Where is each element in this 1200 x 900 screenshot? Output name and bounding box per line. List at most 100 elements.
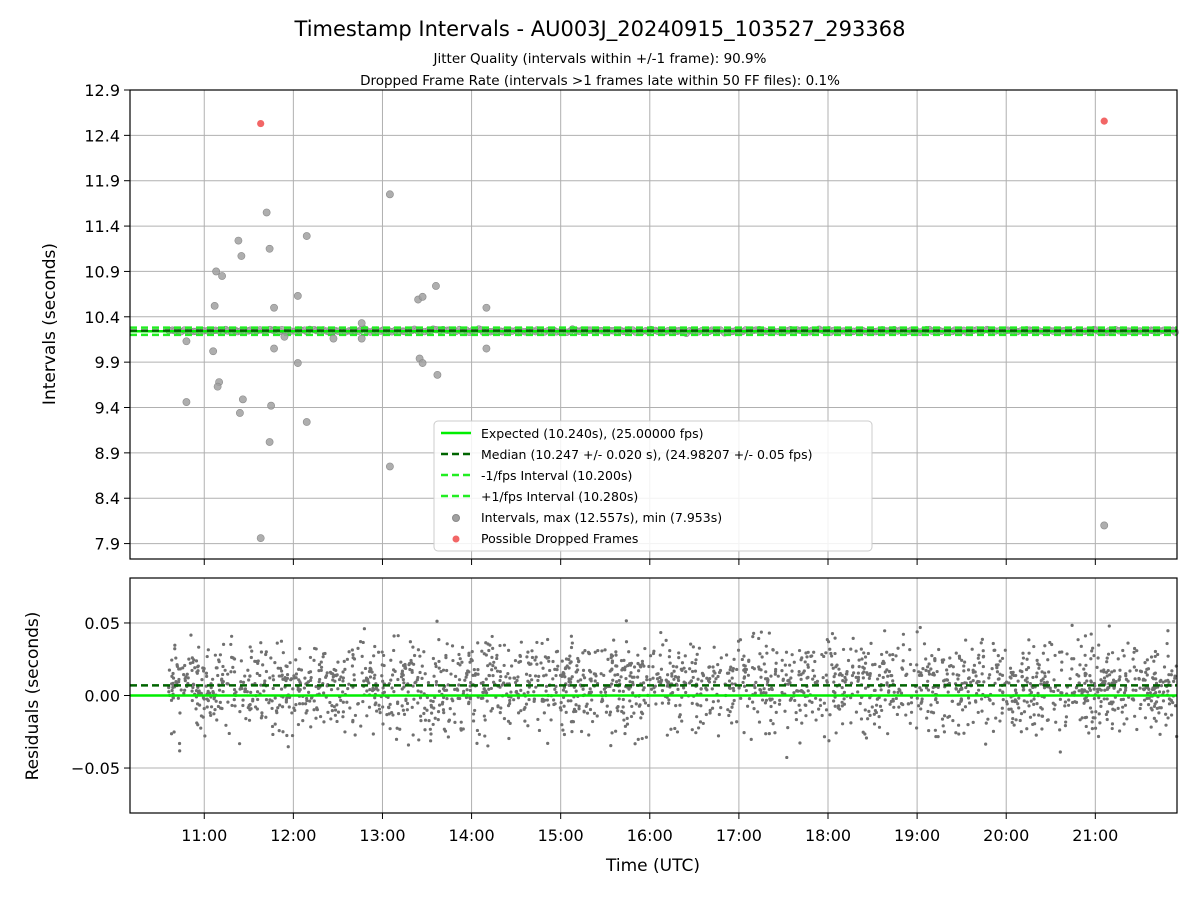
residual-point [551, 677, 555, 681]
residual-point [869, 641, 873, 646]
residual-point [966, 696, 971, 700]
residual-point [1032, 697, 1036, 701]
residual-point [684, 690, 688, 695]
residual-point [268, 676, 272, 680]
residual-point [623, 724, 628, 728]
residual-point [308, 655, 313, 660]
residual-point [743, 670, 747, 674]
residual-point [751, 700, 755, 704]
residual-point [671, 664, 675, 668]
residual-point [582, 676, 587, 680]
residual-point [553, 667, 557, 671]
residual-point [546, 637, 550, 642]
x-tick-label: 14:00 [449, 826, 495, 845]
residual-point [1135, 649, 1139, 653]
residual-point [746, 704, 750, 708]
residual-point [1042, 686, 1047, 690]
interval-outlier-point [237, 252, 246, 260]
residual-point [1084, 715, 1089, 719]
residual-point [171, 685, 175, 690]
residual-point [224, 723, 228, 727]
residual-point [831, 666, 835, 670]
residual-point [406, 743, 411, 747]
residual-point [865, 672, 870, 676]
residual-point [487, 687, 491, 691]
residual-point [279, 674, 284, 678]
residual-point [966, 690, 970, 694]
residual-point [345, 700, 349, 704]
residual-point [696, 677, 700, 681]
residual-point [1016, 679, 1020, 683]
residual-point [518, 653, 522, 658]
residual-point [583, 649, 587, 653]
residual-point [1116, 706, 1120, 710]
residual-point [280, 669, 284, 673]
residuals-y-label: Residuals (seconds) [23, 612, 43, 781]
residual-point [1172, 679, 1176, 683]
residual-point [468, 688, 472, 692]
residual-point [676, 678, 681, 683]
residual-point [1158, 732, 1162, 736]
residual-point [667, 698, 671, 702]
residual-point [364, 676, 369, 680]
residual-point [314, 716, 318, 720]
residual-point [182, 691, 186, 695]
residual-point [1077, 674, 1081, 678]
residual-point [1166, 689, 1170, 693]
residual-point [1082, 688, 1086, 692]
residual-point [588, 687, 592, 691]
residual-point [1096, 734, 1101, 739]
residual-point [552, 698, 556, 702]
residual-point [465, 673, 469, 677]
residual-point [259, 641, 263, 645]
residual-point [617, 689, 622, 693]
residual-point [1034, 675, 1039, 679]
residual-point [708, 708, 712, 712]
residual-point [273, 722, 277, 726]
residual-point [309, 725, 313, 729]
residual-point [574, 689, 578, 693]
residual-point [473, 708, 477, 713]
residual-point [429, 711, 434, 715]
x-tick-label: 19:00 [894, 826, 940, 845]
residual-point [1132, 665, 1136, 669]
residual-point [622, 658, 626, 662]
residual-point [920, 697, 924, 701]
residual-point [200, 678, 204, 682]
residual-point [974, 674, 978, 678]
residual-point [431, 699, 435, 704]
residual-point [372, 687, 376, 692]
residual-point [954, 687, 958, 691]
residual-point [405, 701, 410, 706]
residual-point [341, 676, 345, 680]
residual-point [732, 657, 736, 661]
residual-point [996, 677, 1000, 681]
residual-point [991, 729, 996, 733]
residual-point [830, 663, 834, 667]
residual-point [640, 659, 645, 663]
residual-point [205, 705, 209, 709]
residual-point [1068, 677, 1072, 681]
residual-point [1134, 688, 1138, 693]
x-tick-label: 20:00 [983, 826, 1029, 845]
interval-outlier-point [302, 232, 311, 240]
residual-point [356, 646, 360, 650]
residual-point [1118, 729, 1122, 733]
residual-point [824, 708, 829, 712]
residual-point [268, 698, 272, 702]
residual-point [1080, 716, 1084, 720]
residual-point [570, 729, 574, 734]
residual-point [896, 646, 900, 650]
residual-point [712, 645, 716, 649]
residual-point [303, 676, 307, 680]
residual-point [1027, 651, 1031, 655]
residual-point [987, 676, 991, 680]
residual-point [1066, 703, 1071, 707]
residual-point [230, 655, 234, 659]
residual-point [1077, 681, 1081, 685]
residual-point [627, 650, 631, 654]
residual-point [492, 660, 496, 664]
residual-point [690, 669, 695, 674]
residual-point [408, 661, 412, 666]
residual-point [483, 734, 487, 738]
